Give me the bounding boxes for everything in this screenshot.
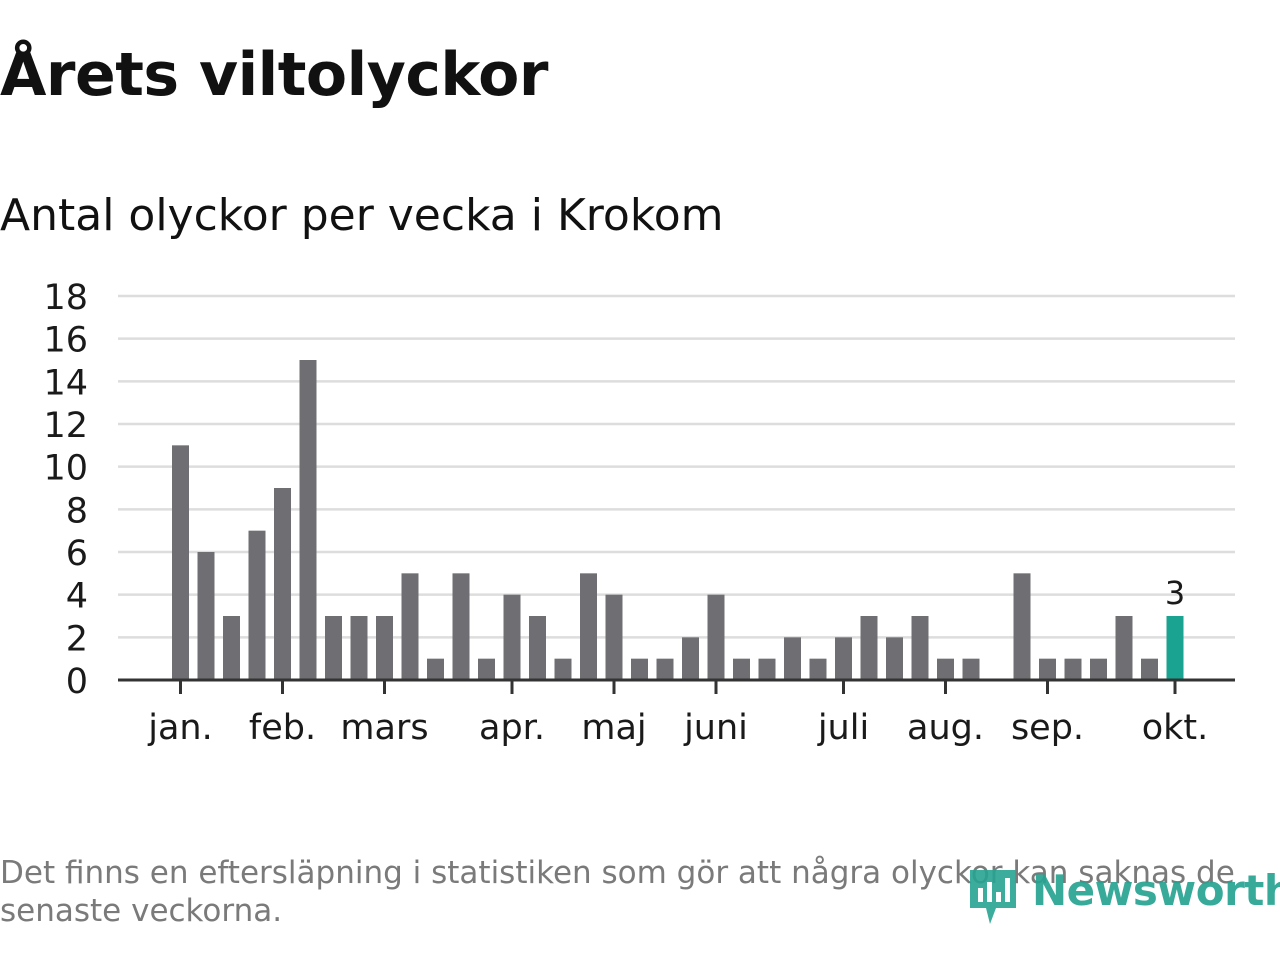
bar (350, 616, 368, 680)
bar (1141, 658, 1158, 680)
y-tick-label: 2 (66, 619, 88, 659)
bar (809, 658, 827, 680)
newsworthy-logo-icon (970, 870, 1016, 924)
bar (1090, 658, 1107, 680)
bar (656, 658, 674, 680)
bar (605, 594, 623, 680)
x-tick-label: aug. (907, 708, 984, 748)
chart-subtitle: Antal olyckor per vecka i Krokom (0, 190, 724, 241)
bar (784, 637, 801, 680)
bar (733, 658, 750, 680)
x-tick-label: sep. (1011, 708, 1084, 748)
x-tick-label: okt. (1142, 708, 1209, 748)
highlight-bar (1166, 616, 1184, 680)
bar (172, 445, 189, 680)
y-tick-label: 0 (66, 662, 88, 702)
y-tick-label: 18 (43, 278, 88, 318)
y-tick-label: 14 (43, 363, 88, 403)
page-title: Årets viltolyckor (0, 40, 549, 110)
bar (1115, 616, 1133, 680)
bar (401, 573, 419, 680)
bar (1013, 573, 1031, 680)
highlight-value-label: 3 (1165, 574, 1185, 612)
newsworthy-logo: Newsworthy (962, 862, 1280, 930)
bar (682, 637, 699, 680)
bar (835, 637, 852, 680)
x-tick-label: juni (683, 708, 748, 748)
bar (911, 616, 929, 680)
y-tick-label: 16 (43, 321, 88, 361)
bar (529, 616, 546, 680)
bar (707, 594, 725, 680)
bar (223, 616, 240, 680)
bar (937, 658, 954, 680)
x-tick-label: maj (581, 708, 646, 748)
bar (1064, 658, 1082, 680)
y-tick-label: 6 (66, 534, 88, 574)
x-tick-label: jan. (147, 708, 212, 748)
bar (962, 658, 980, 680)
bar (886, 637, 903, 680)
bar (631, 658, 648, 680)
bar (503, 594, 521, 680)
bar (274, 488, 291, 680)
y-tick-label: 8 (66, 491, 88, 531)
bar (376, 616, 393, 680)
bar (452, 573, 470, 680)
bar (1039, 658, 1056, 680)
bar (580, 573, 597, 680)
bar (860, 616, 878, 680)
bar (427, 658, 444, 680)
bar (554, 658, 572, 680)
bar (325, 616, 342, 680)
x-tick-label: juli (817, 708, 869, 748)
y-tick-label: 12 (43, 406, 88, 446)
bar (248, 530, 266, 680)
x-tick-label: feb. (249, 708, 316, 748)
bar (197, 552, 215, 680)
x-tick-label: mars (340, 708, 428, 748)
bar (299, 360, 317, 680)
y-tick-label: 4 (66, 577, 88, 617)
logo-text: Newsworthy (1032, 866, 1280, 915)
footnote: Det finns en eftersläpning i statistiken… (0, 855, 1235, 929)
x-tick-label: apr. (479, 708, 545, 748)
bar (758, 658, 776, 680)
bar (478, 658, 495, 680)
y-tick-label: 10 (43, 449, 88, 489)
